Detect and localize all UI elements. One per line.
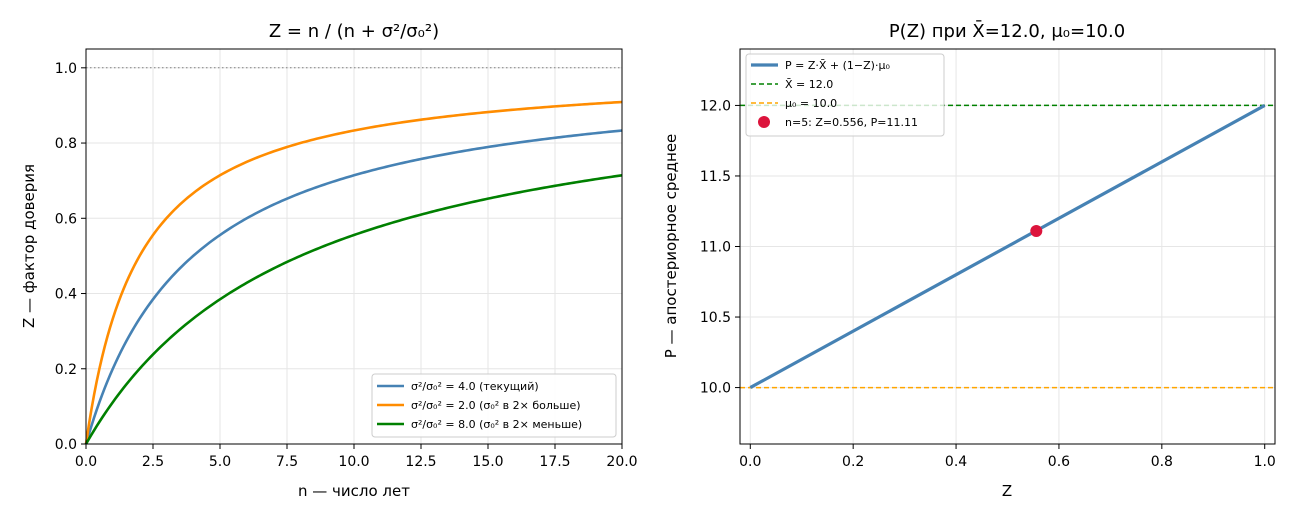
y-tick-label: 11.0 (700, 240, 731, 256)
x-tick-label: 0.0 (75, 454, 97, 470)
x-tick-label: 2.5 (142, 454, 164, 470)
credibility-factor-chart: Z = n / (n + σ²/σ₀²) 0.0 2.5 5.0 7.5 10.0 12.… (20, 21, 638, 500)
legend-box (745, 53, 945, 137)
legend: σ²/σ₀² = 4.0 (текущий) σ²/σ₀² = 2.0 (σ₀² … (371, 373, 617, 438)
y-tick-label: 10.0 (700, 381, 731, 397)
legend-label: σ²/σ₀² = 4.0 (текущий) (411, 380, 539, 393)
x-tick-label: 12.5 (405, 454, 436, 470)
y-axis-label: Z — фактор доверия (20, 164, 38, 328)
x-axis-label: n — число лет (298, 482, 410, 500)
y-tick-label: 0.6 (55, 211, 77, 227)
x-tick-label: 1.0 (1254, 454, 1276, 470)
x-ticks: 0.0 2.5 5.0 7.5 10.0 12.5 15.0 17.5 20.0 (75, 444, 638, 470)
x-tick-label: 15.0 (472, 454, 503, 470)
y-tick-label: 12.0 (700, 98, 731, 114)
legend-label: n=5: Z=0.556, P=11.11 (785, 116, 918, 129)
legend: P = Z·X̄ + (1−Z)·μ₀ X̄ = 12.0 μ₀ = 10.0 n=5… (745, 53, 945, 137)
legend-label: P = Z·X̄ + (1−Z)·μ₀ (785, 59, 890, 72)
series-point (1030, 224, 1043, 237)
legend-label: σ²/σ₀² = 8.0 (σ₀² в 2× меньше) (411, 418, 582, 431)
series-line-2 (84, 174, 623, 445)
y-tick-label: 1.0 (55, 61, 77, 77)
series-line-1 (84, 100, 623, 445)
x-tick-label: 0.8 (1151, 454, 1173, 470)
x-ticks: 0.0 0.2 0.4 0.6 0.8 1.0 (739, 444, 1276, 470)
x-tick-label: 0.2 (842, 454, 864, 470)
x-tick-label: 17.5 (539, 454, 570, 470)
chart-title: P(Z) при X̄=12.0, μ₀=10.0 (889, 20, 1125, 42)
y-tick-label: 0.4 (55, 287, 77, 303)
legend-label: μ₀ = 10.0 (785, 97, 837, 110)
x-tick-label: 0.0 (739, 454, 761, 470)
y-ticks: 0.0 0.2 0.4 0.6 0.8 1.0 (55, 61, 86, 453)
y-tick-label: 0.0 (55, 437, 77, 453)
y-ticks: 10.0 10.5 11.0 11.5 12.0 (700, 98, 740, 397)
legend-box (371, 373, 617, 438)
y-tick-label: 0.2 (55, 362, 77, 378)
x-axis-label: Z (1002, 482, 1012, 500)
y-tick-label: 0.8 (55, 136, 77, 152)
legend-swatch (758, 116, 770, 128)
legend-label: X̄ = 12.0 (785, 78, 833, 91)
series-lines (84, 100, 623, 445)
posterior-mean-chart: P(Z) при X̄=12.0, μ₀=10.0 0.0 0.2 0.4 0.6 0.… (662, 20, 1276, 500)
y-tick-label: 11.5 (700, 169, 731, 185)
x-tick-label: 0.6 (1048, 454, 1070, 470)
x-tick-label: 10.0 (338, 454, 369, 470)
x-tick-label: 7.5 (276, 454, 298, 470)
x-tick-label: 0.4 (945, 454, 967, 470)
y-axis-label: P — апостериорное среднее (662, 134, 680, 359)
y-tick-label: 10.5 (700, 310, 731, 326)
chart-title: Z = n / (n + σ²/σ₀²) (269, 21, 439, 42)
legend-label: σ²/σ₀² = 2.0 (σ₀² в 2× больше) (411, 399, 581, 412)
x-tick-label: 5.0 (209, 454, 231, 470)
x-tick-label: 20.0 (606, 454, 637, 470)
series-line-0 (84, 129, 623, 445)
series-line-0 (749, 104, 1266, 389)
